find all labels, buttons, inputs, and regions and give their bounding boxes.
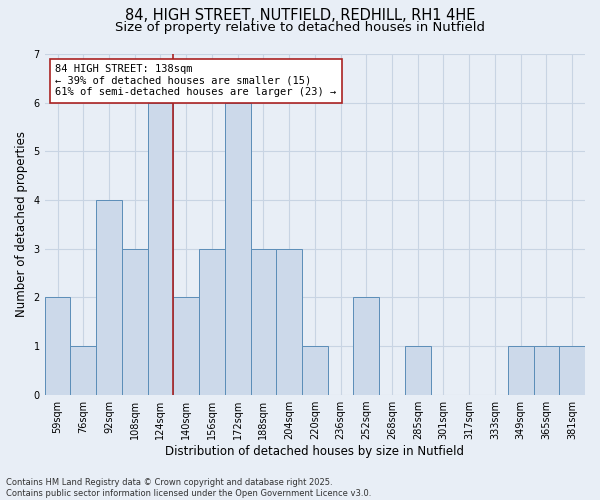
- Bar: [96, 200, 122, 394]
- Text: Contains HM Land Registry data © Crown copyright and database right 2025.
Contai: Contains HM Land Registry data © Crown c…: [6, 478, 371, 498]
- Bar: [225, 102, 251, 395]
- Bar: [405, 346, 431, 395]
- Bar: [251, 248, 276, 394]
- Bar: [276, 248, 302, 394]
- Bar: [44, 298, 70, 394]
- Bar: [122, 248, 148, 394]
- Bar: [199, 248, 225, 394]
- X-axis label: Distribution of detached houses by size in Nutfield: Distribution of detached houses by size …: [166, 444, 464, 458]
- Text: 84 HIGH STREET: 138sqm
← 39% of detached houses are smaller (15)
61% of semi-det: 84 HIGH STREET: 138sqm ← 39% of detached…: [55, 64, 337, 98]
- Text: 84, HIGH STREET, NUTFIELD, REDHILL, RH1 4HE: 84, HIGH STREET, NUTFIELD, REDHILL, RH1 …: [125, 8, 475, 22]
- Text: Size of property relative to detached houses in Nutfield: Size of property relative to detached ho…: [115, 21, 485, 34]
- Y-axis label: Number of detached properties: Number of detached properties: [15, 132, 28, 318]
- Bar: [353, 298, 379, 394]
- Bar: [148, 102, 173, 395]
- Bar: [533, 346, 559, 395]
- Bar: [70, 346, 96, 395]
- Bar: [302, 346, 328, 395]
- Bar: [173, 298, 199, 394]
- Bar: [559, 346, 585, 395]
- Bar: [508, 346, 533, 395]
